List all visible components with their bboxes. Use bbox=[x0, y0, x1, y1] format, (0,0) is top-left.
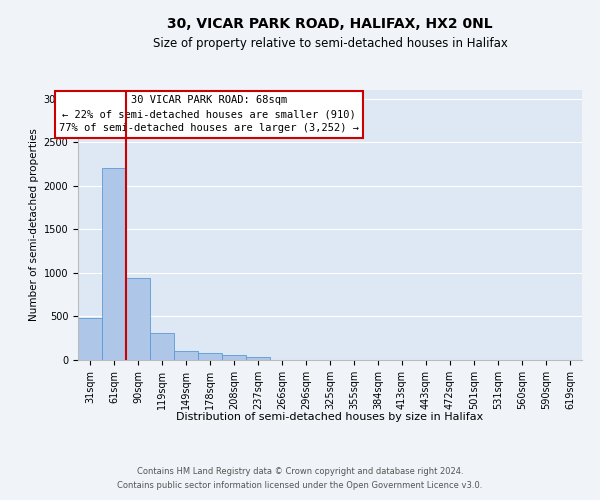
Bar bbox=[174, 352, 198, 360]
Text: Contains public sector information licensed under the Open Government Licence v3: Contains public sector information licen… bbox=[118, 481, 482, 490]
Bar bbox=[198, 353, 222, 360]
Text: 30, VICAR PARK ROAD, HALIFAX, HX2 0NL: 30, VICAR PARK ROAD, HALIFAX, HX2 0NL bbox=[167, 18, 493, 32]
Text: Size of property relative to semi-detached houses in Halifax: Size of property relative to semi-detach… bbox=[152, 38, 508, 51]
Bar bbox=[126, 278, 150, 360]
Text: Distribution of semi-detached houses by size in Halifax: Distribution of semi-detached houses by … bbox=[176, 412, 484, 422]
Bar bbox=[150, 333, 174, 360]
Text: 30 VICAR PARK ROAD: 68sqm
← 22% of semi-detached houses are smaller (910)
77% of: 30 VICAR PARK ROAD: 68sqm ← 22% of semi-… bbox=[59, 96, 359, 134]
Bar bbox=[246, 358, 270, 360]
Y-axis label: Number of semi-detached properties: Number of semi-detached properties bbox=[29, 128, 40, 322]
Bar bbox=[222, 355, 246, 360]
Text: Contains HM Land Registry data © Crown copyright and database right 2024.: Contains HM Land Registry data © Crown c… bbox=[137, 468, 463, 476]
Bar bbox=[102, 168, 126, 360]
Bar bbox=[78, 318, 102, 360]
